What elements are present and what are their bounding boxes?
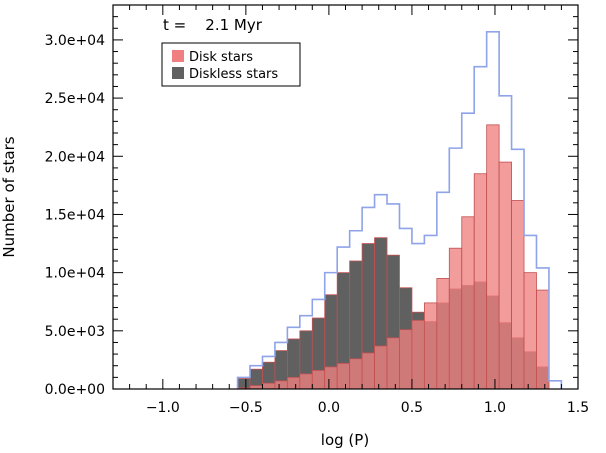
legend-label-diskless: Diskless stars (189, 67, 278, 82)
bars-layer (236, 30, 563, 390)
x-axis-label: log (P) (321, 431, 369, 449)
x-tick-label: 0.0 (318, 400, 340, 416)
x-tick-label: −0.5 (229, 400, 263, 416)
y-tick-label: 3.0e+04 (45, 33, 106, 49)
total-step-line (236, 30, 563, 389)
disk-bar-7 (324, 366, 338, 390)
disk-bar-23 (523, 272, 537, 390)
disk-bar-22 (511, 200, 525, 390)
plot-frame (112, 4, 579, 390)
disk-bar-19 (473, 173, 488, 390)
y-tick-label: 2.0e+04 (45, 149, 106, 165)
disk-bar-24 (536, 289, 550, 390)
disk-bar-15 (423, 302, 438, 390)
legend-swatch-diskless (172, 67, 184, 79)
disk-bar-2 (262, 382, 276, 390)
disk-bar-10 (361, 352, 375, 390)
y-tick-label: 0.0e+00 (45, 382, 105, 398)
disk-bar-3 (274, 380, 288, 390)
chart-title: t = 2.1 Myr (163, 16, 263, 34)
y-tick-label: 2.5e+04 (45, 91, 106, 107)
y-tick-label: 5.0e+03 (45, 324, 105, 340)
disk-bar-13 (399, 329, 413, 390)
legend-label-disk: Disk stars (189, 50, 253, 65)
legend-swatch-disk (172, 50, 184, 62)
disk-bar-4 (286, 376, 301, 390)
disk-bar-16 (436, 278, 450, 390)
x-tick-label: −1.0 (146, 400, 180, 416)
disk-bar-6 (311, 369, 326, 390)
disk-bar-17 (448, 247, 463, 390)
disk-bar-8 (336, 362, 351, 390)
disk-bar-21 (498, 161, 512, 390)
disk-bar-12 (386, 337, 400, 390)
disk-bar-5 (299, 373, 313, 390)
y-tick-label: 1.5e+04 (45, 207, 106, 223)
diskless-bar-0 (237, 378, 251, 390)
y-axis-label: Number of stars (0, 136, 18, 257)
x-tick-label: 1.0 (484, 400, 506, 416)
x-tick-label: 1.5 (567, 400, 589, 416)
disk-bar-11 (374, 345, 388, 390)
y-tick-label: 1.0e+04 (45, 266, 106, 282)
disk-bar-20 (486, 124, 500, 390)
disk-bar-18 (461, 216, 475, 390)
disk-bar-9 (349, 358, 363, 390)
disk-bar-14 (411, 319, 425, 390)
x-tick-label: 0.5 (401, 400, 423, 416)
legend: Disk stars Diskless stars (161, 42, 301, 87)
legend-box (161, 42, 301, 87)
